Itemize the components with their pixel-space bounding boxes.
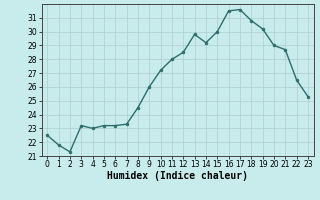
- X-axis label: Humidex (Indice chaleur): Humidex (Indice chaleur): [107, 171, 248, 181]
